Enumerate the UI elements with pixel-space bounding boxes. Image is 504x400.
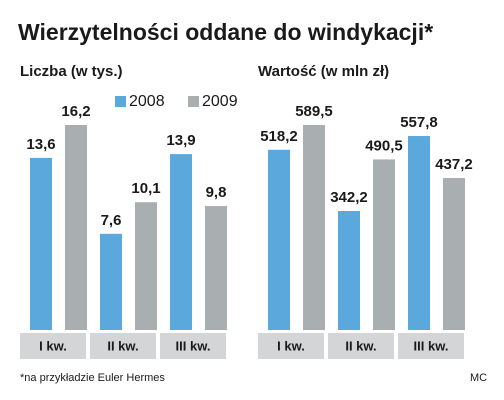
- data-label: 13,9: [166, 132, 195, 149]
- legend-swatch: [115, 96, 126, 107]
- page-title: Wierzytelności oddane do windykacji*: [18, 19, 433, 45]
- legend-swatch: [188, 96, 199, 107]
- x-tick-label: III kw.: [414, 338, 449, 353]
- x-tick-label: I kw.: [39, 338, 67, 353]
- category-strip: [258, 333, 324, 359]
- bar: [30, 157, 52, 330]
- bar: [373, 159, 395, 330]
- category-strip: [160, 333, 226, 359]
- data-label: 437,2: [435, 156, 473, 173]
- x-tick-label: II kw.: [107, 338, 138, 353]
- bar: [408, 136, 430, 330]
- footnote: *na przykładzie Euler Hermes: [20, 372, 165, 384]
- data-label: 7,6: [101, 212, 122, 229]
- category-strip: [20, 333, 86, 359]
- bar: [170, 154, 192, 330]
- x-tick-label: II kw.: [345, 338, 376, 353]
- data-label: 10,1: [131, 180, 160, 197]
- x-tick-label: I kw.: [277, 338, 305, 353]
- data-label: 557,8: [400, 114, 438, 131]
- bar: [65, 125, 87, 330]
- bar: [303, 125, 325, 330]
- bar: [135, 202, 157, 330]
- bar: [100, 233, 122, 330]
- bar: [268, 149, 290, 330]
- chart-subtitle: Wartość (w mln zł): [258, 63, 389, 80]
- legend-label: 2008: [129, 93, 165, 110]
- bar: [205, 205, 227, 330]
- chart-subtitle: Liczba (w tys.): [20, 63, 123, 80]
- credit: MC: [470, 372, 487, 384]
- data-label: 490,5: [365, 137, 403, 154]
- legend-label: 2009: [202, 93, 238, 110]
- data-label: 16,2: [61, 103, 90, 120]
- data-label: 9,8: [206, 184, 227, 201]
- data-label: 13,6: [26, 136, 55, 153]
- bar: [338, 210, 360, 330]
- category-strip: [328, 333, 394, 359]
- data-label: 518,2: [260, 128, 298, 145]
- x-tick-label: III kw.: [176, 338, 211, 353]
- data-label: 589,5: [295, 103, 333, 120]
- data-label: 342,2: [330, 189, 368, 206]
- category-strip: [398, 333, 464, 359]
- bar: [443, 177, 465, 330]
- category-strip: [90, 333, 156, 359]
